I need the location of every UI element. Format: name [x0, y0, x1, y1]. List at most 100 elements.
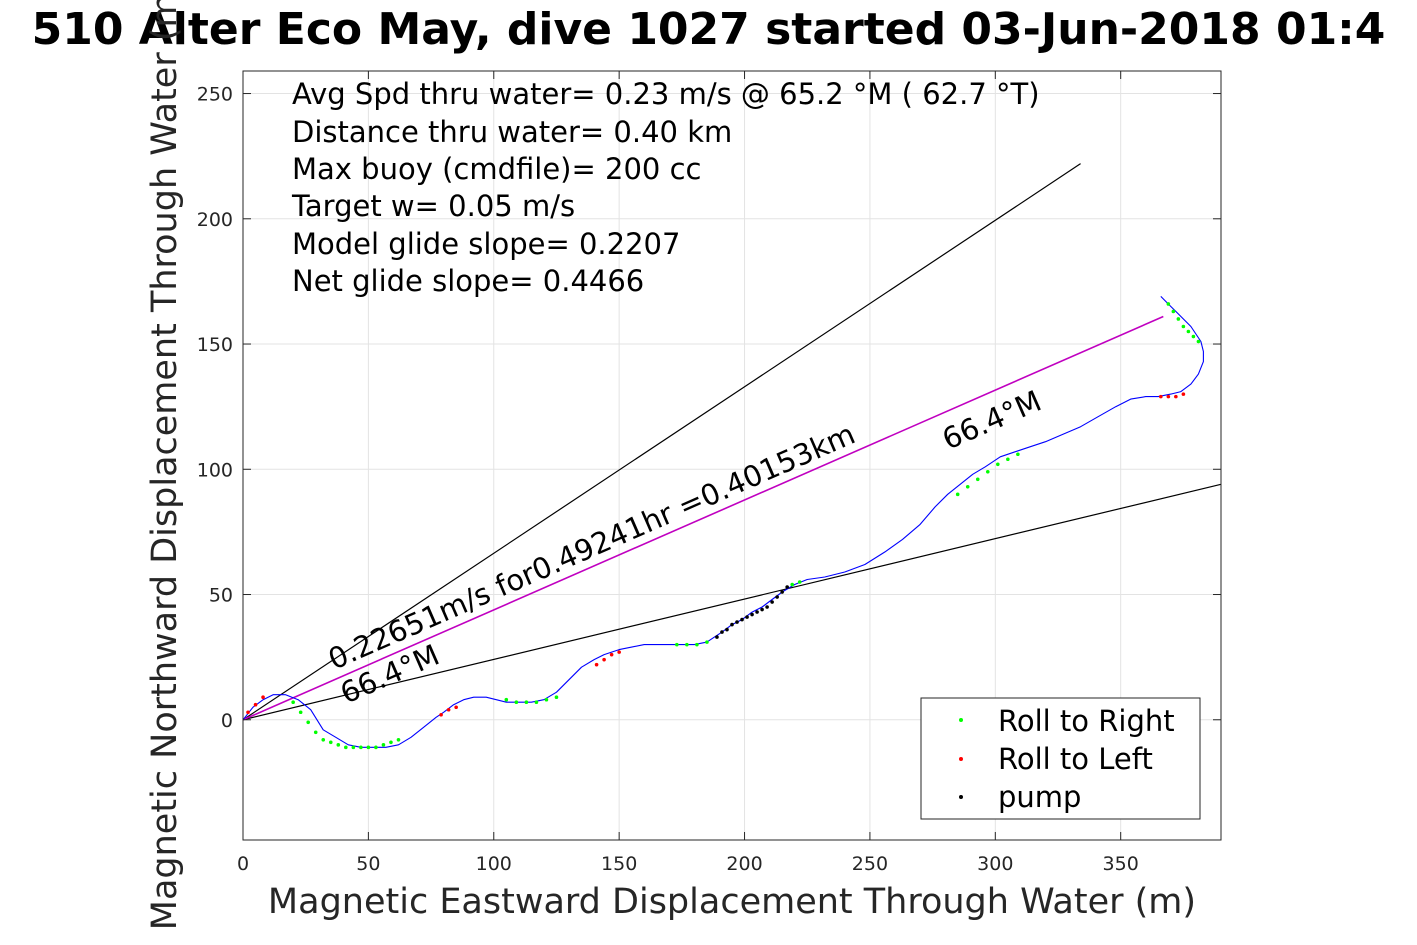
point-roll-to-right — [351, 745, 356, 750]
point-pump — [785, 585, 789, 589]
point-roll-to-right — [985, 469, 990, 474]
point-roll-to-right — [1006, 457, 1010, 462]
point-roll-to-right — [675, 642, 679, 647]
y-tick-label: 150 — [197, 334, 233, 356]
point-roll-to-right — [396, 738, 401, 742]
point-roll-to-right — [336, 743, 341, 747]
y-tick-label: 200 — [197, 209, 233, 231]
plot-frame — [242, 70, 1222, 841]
point-roll-to-right — [685, 642, 689, 647]
reference-lines — [242, 163, 1222, 721]
y-tick-label: 50 — [209, 585, 233, 607]
x-axis-label: Magnetic Eastward Displacement Through W… — [268, 882, 1196, 922]
point-roll-to-right — [313, 730, 318, 735]
point-roll-to-right — [1191, 334, 1196, 339]
x-tick-label: 200 — [726, 853, 762, 875]
point-roll-to-right — [1181, 324, 1186, 329]
y-tick-label: 100 — [197, 459, 233, 481]
legend-marker-roll-right — [959, 718, 963, 722]
point-roll-to-right — [975, 477, 980, 482]
point-roll-to-left — [446, 707, 451, 712]
stats-block: Avg Spd thru water= 0.23 m/s @ 65.2 °M (… — [291, 77, 1040, 298]
annotation-speed-label: 0.22651m/s for0.49241hr =0.40153km — [323, 417, 860, 677]
point-roll-to-right — [389, 740, 393, 745]
x-tick-label: 250 — [852, 853, 888, 875]
point-roll-to-left — [602, 657, 606, 662]
x-tick-label: 350 — [1103, 853, 1139, 875]
point-roll-to-right — [328, 740, 333, 745]
point-pump — [760, 607, 764, 612]
grid-lines — [242, 71, 1221, 840]
point-roll-to-right — [955, 492, 960, 497]
reference-line-upper — [242, 163, 1081, 721]
point-roll-to-right — [1166, 302, 1171, 306]
point-roll-to-right — [306, 720, 311, 725]
point-pump — [730, 622, 734, 627]
point-roll-to-right — [1186, 329, 1191, 334]
point-pump — [720, 630, 724, 634]
point-roll-to-right — [705, 640, 709, 644]
point-roll-to-right — [524, 700, 529, 705]
point-pump — [740, 617, 744, 622]
point-roll-to-left — [261, 695, 265, 700]
y-tick-label: 0 — [221, 710, 233, 732]
point-roll-to-right — [381, 743, 386, 747]
point-roll-to-right — [374, 745, 378, 750]
stat-net-glide-slope: Net glide slope= 0.4466 — [292, 264, 644, 298]
x-ticks: 0 50 100 150 200 250 300 350 — [237, 71, 1139, 875]
point-roll-to-right — [298, 710, 303, 715]
point-pump — [750, 612, 754, 617]
point-pump — [745, 615, 749, 619]
y-ticks: 0 50 100 150 200 250 — [197, 84, 1221, 732]
point-roll-to-left — [454, 705, 458, 710]
point-roll-to-right — [321, 738, 326, 742]
x-tick-label: 0 — [237, 853, 249, 875]
legend-label-pump: pump — [998, 780, 1081, 814]
point-roll-to-left — [1159, 394, 1163, 399]
point-roll-to-left — [1181, 392, 1186, 396]
stat-target-w: Target w= 0.05 m/s — [291, 189, 575, 223]
point-roll-to-left — [1174, 394, 1178, 399]
point-pump — [715, 635, 719, 639]
point-roll-to-left — [439, 712, 443, 717]
point-roll-to-right — [291, 700, 295, 705]
legend-label-roll-right: Roll to Right — [998, 704, 1175, 738]
reference-line-heading — [242, 315, 1164, 721]
point-roll-to-right — [534, 700, 539, 705]
point-roll-to-left — [594, 662, 599, 667]
point-roll-to-left — [617, 650, 621, 654]
point-roll-to-right — [359, 745, 363, 750]
x-tick-label: 50 — [356, 853, 380, 875]
point-roll-to-right — [996, 462, 1000, 467]
point-pump — [770, 600, 774, 604]
point-roll-to-right — [544, 697, 549, 702]
point-roll-to-right — [797, 580, 802, 584]
point-pump — [775, 595, 779, 599]
point-roll-to-right — [344, 745, 348, 750]
x-tick-label: 100 — [476, 853, 512, 875]
point-roll-to-right — [554, 695, 559, 700]
point-roll-to-left — [609, 652, 614, 657]
point-roll-to-right — [1171, 309, 1176, 314]
stat-avg-speed: Avg Spd thru water= 0.23 m/s @ 65.2 °M (… — [292, 77, 1040, 111]
y-axis-label: Magnetic Northward Displacement Through … — [145, 0, 185, 930]
x-tick-label: 150 — [601, 853, 637, 875]
x-tick-label: 300 — [977, 853, 1013, 875]
point-roll-to-right — [504, 697, 509, 702]
data-points — [246, 302, 1201, 750]
point-roll-to-left — [1166, 394, 1171, 399]
legend-label-roll-left: Roll to Left — [998, 742, 1153, 776]
point-roll-to-right — [1196, 339, 1201, 344]
legend-marker-pump — [959, 795, 963, 799]
point-pump — [735, 620, 739, 624]
point-roll-to-right — [1176, 317, 1181, 321]
chart-title: 510 Alter Eco May, dive 1027 started 03-… — [31, 4, 1386, 55]
point-roll-to-right — [514, 700, 519, 705]
point-pump — [780, 590, 784, 594]
point-roll-to-left — [246, 710, 250, 715]
stat-distance: Distance thru water= 0.40 km — [292, 115, 732, 149]
point-roll-to-left — [253, 702, 258, 707]
y-tick-label: 250 — [197, 84, 233, 106]
legend-marker-roll-left — [959, 757, 963, 761]
